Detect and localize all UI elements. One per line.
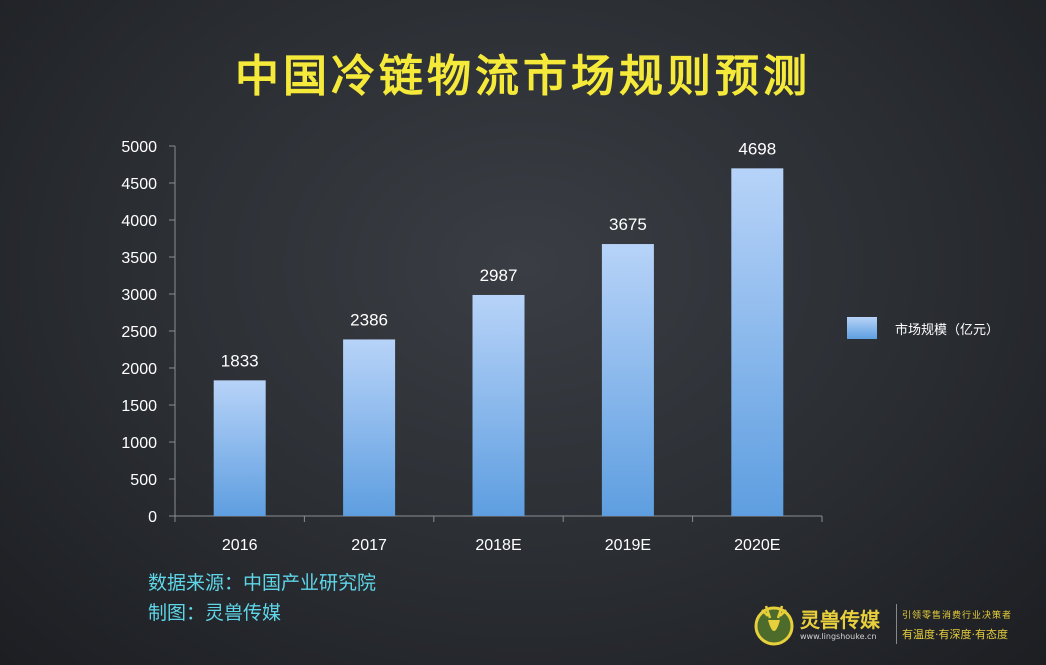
y-tick-label: 1000 — [121, 435, 157, 452]
chart-legend: 市场规模（亿元） — [847, 317, 999, 339]
x-tick-label-2020E: 2020E — [734, 537, 780, 554]
legend-label: 市场规模（亿元） — [895, 322, 1000, 338]
data-label-2018E: 2987 — [480, 266, 518, 285]
brand-url: www.lingshouke.cn — [800, 632, 877, 641]
credit-line: 制图：灵兽传媒 — [148, 602, 282, 624]
bar-2016 — [213, 380, 266, 516]
y-tick-label: 1500 — [121, 398, 157, 415]
data-label-2017: 2386 — [350, 310, 388, 329]
x-tick-label-2017: 2017 — [351, 537, 387, 554]
y-tick-label: 500 — [130, 472, 157, 489]
y-tick-label: 0 — [148, 509, 157, 526]
chart-labels: 1833 2016 2386 2017 2987 2018E 3675 2019E 4698 20… — [221, 139, 781, 554]
brand-footer: 灵兽传媒 www.lingshouke.cn 引领零售消费行业决策者 有温度·有… — [752, 598, 1042, 658]
page-title: 中国冷链物流市场规则预测 — [235, 51, 811, 102]
brand-slogan-2: 有温度·有深度·有态度 — [902, 628, 1008, 641]
y-tick-label: 3500 — [121, 250, 157, 267]
bar-2019E — [601, 244, 654, 517]
chart-bars — [213, 168, 784, 517]
y-tick-label: 4000 — [121, 213, 157, 230]
y-tick-label: 5000 — [121, 139, 157, 156]
bar-2018E — [472, 294, 525, 516]
y-tick-label: 4500 — [121, 176, 157, 193]
source-note: 数据来源：中国产业研究院 制图：灵兽传媒 — [148, 568, 376, 628]
data-label-2016: 1833 — [221, 351, 259, 370]
data-label-2020E: 4698 — [738, 139, 776, 158]
legend-swatch — [847, 317, 877, 339]
brand-name: 灵兽传媒 — [800, 608, 880, 632]
y-tick-label: 2500 — [121, 324, 157, 341]
brand-divider — [896, 604, 897, 644]
deer-logo-icon — [754, 605, 794, 646]
y-tick-label: 3000 — [121, 287, 157, 304]
x-tick-label-2016: 2016 — [222, 537, 258, 554]
bar-2017 — [343, 339, 396, 516]
x-tick-label-2019E: 2019E — [605, 537, 651, 554]
y-tick-label: 2000 — [121, 361, 157, 378]
brand-slogan-1: 引领零售消费行业决策者 — [902, 611, 1013, 621]
bar-2020E — [731, 168, 784, 516]
source-line: 数据来源：中国产业研究院 — [148, 572, 377, 594]
data-label-2019E: 3675 — [609, 215, 647, 234]
x-tick-label-2018E: 2018E — [475, 537, 521, 554]
